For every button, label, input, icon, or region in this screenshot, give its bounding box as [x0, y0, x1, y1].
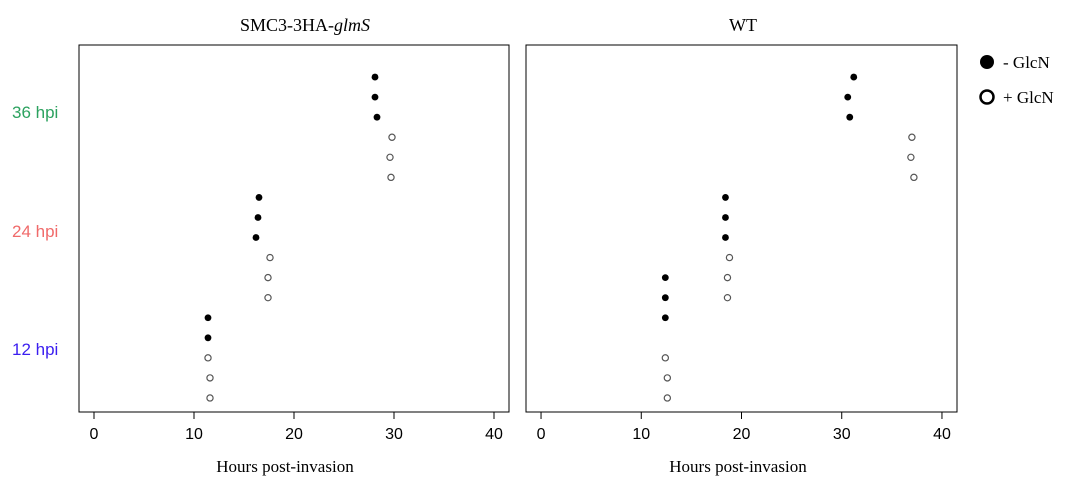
- point-minus-glcn: [373, 113, 381, 121]
- point-minus-glcn: [204, 314, 212, 322]
- point-plus-glcn: [204, 354, 212, 362]
- x-tick-label: 0: [537, 426, 546, 443]
- row-label-36hpi: 36 hpi: [12, 103, 58, 122]
- point-plus-glcn: [723, 273, 732, 282]
- point-plus-glcn: [206, 374, 214, 382]
- point-minus-glcn: [846, 113, 854, 121]
- point-minus-glcn: [204, 334, 212, 342]
- point-plus-glcn: [908, 133, 916, 141]
- point-plus-glcn: [264, 293, 272, 302]
- point-plus-glcn: [723, 293, 732, 302]
- x-tick-label: 10: [185, 426, 203, 443]
- x-tick-label: 10: [632, 426, 650, 443]
- x-axis-smc3: 0 10 20 30 40: [90, 412, 503, 443]
- x-tick-label: 40: [933, 426, 951, 443]
- point-minus-glcn: [850, 73, 858, 81]
- row-label-12hpi: 12 hpi: [12, 340, 58, 359]
- point-plus-glcn: [266, 253, 274, 262]
- x-tick-label: 20: [285, 426, 303, 443]
- x-axis-wt: 0 10 20 30 40: [537, 412, 951, 443]
- x-axis-title-smc3: Hours post-invasion: [216, 457, 354, 476]
- legend: - GlcN + GlcN: [979, 53, 1054, 107]
- point-plus-glcn: [910, 173, 918, 182]
- point-minus-glcn: [661, 294, 669, 302]
- legend-marker-plus-glcn: [979, 89, 995, 105]
- x-tick-label: 30: [833, 426, 851, 443]
- x-tick-label: 0: [90, 426, 99, 443]
- marks-smc3: [204, 73, 396, 402]
- x-tick-label: 40: [485, 426, 503, 443]
- point-plus-glcn: [264, 273, 272, 282]
- point-minus-glcn: [661, 314, 669, 322]
- point-plus-glcn: [725, 253, 734, 262]
- point-minus-glcn: [252, 234, 260, 241]
- point-plus-glcn: [661, 354, 670, 362]
- x-axis-title-wt: Hours post-invasion: [669, 457, 807, 476]
- point-plus-glcn: [907, 153, 915, 162]
- point-minus-glcn: [254, 214, 262, 221]
- point-minus-glcn: [722, 194, 729, 201]
- point-plus-glcn: [663, 394, 672, 402]
- point-plus-glcn: [663, 374, 672, 382]
- point-minus-glcn: [722, 214, 729, 221]
- point-minus-glcn: [844, 93, 852, 101]
- plot-frame-smc3: [78, 44, 510, 413]
- x-tick-label: 30: [385, 426, 403, 443]
- marks-wt: [661, 73, 918, 402]
- panel-title-smc3: SMC3-3HA-glmS: [240, 15, 370, 35]
- point-plus-glcn: [388, 133, 396, 141]
- point-minus-glcn: [371, 93, 379, 101]
- point-plus-glcn: [206, 394, 214, 402]
- x-tick-label: 20: [733, 426, 751, 443]
- row-label-24hpi: 24 hpi: [12, 222, 58, 241]
- panel-smc3: SMC3-3HA-glmS 0 10 20 30 40 Hours post-invas…: [78, 15, 510, 476]
- panel-title-wt: WT: [729, 15, 757, 35]
- panel-wt: WT 0 10 20 30 40 Hours post-invasion: [525, 15, 958, 476]
- plot-frame-wt: [525, 44, 958, 413]
- point-plus-glcn: [386, 153, 394, 162]
- point-minus-glcn: [722, 234, 729, 241]
- point-minus-glcn: [255, 194, 263, 201]
- legend-label-minus-glcn: - GlcN: [1003, 53, 1050, 72]
- point-minus-glcn: [371, 73, 379, 81]
- point-minus-glcn: [661, 274, 669, 282]
- legend-marker-minus-glcn: [980, 55, 994, 69]
- legend-label-plus-glcn: + GlcN: [1003, 88, 1054, 107]
- point-plus-glcn: [387, 173, 395, 182]
